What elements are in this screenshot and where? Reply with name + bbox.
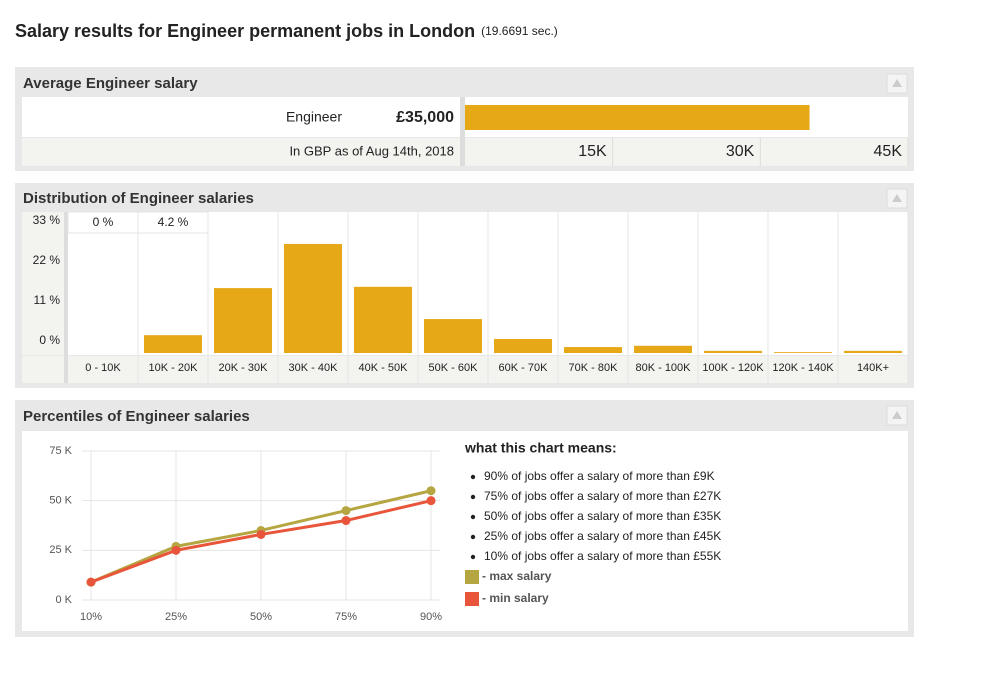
bar xyxy=(564,347,622,353)
bar xyxy=(634,345,692,353)
axis-column xyxy=(22,212,64,355)
bullet xyxy=(470,494,476,500)
bar xyxy=(704,350,762,353)
legend-swatch xyxy=(465,570,479,584)
x-tick-label: 10% xyxy=(80,611,102,623)
divider xyxy=(460,97,465,166)
bar xyxy=(424,319,482,353)
collapse-icon xyxy=(892,79,902,87)
panel-title: Percentiles of Engineer salaries xyxy=(23,408,250,425)
bullet xyxy=(470,554,476,560)
value-cell xyxy=(137,211,209,234)
bar xyxy=(144,335,202,353)
x-tick-label: 15K xyxy=(578,143,607,160)
note: In GBP as of Aug 14th, 2018 xyxy=(289,143,454,158)
divider xyxy=(64,212,68,383)
collapse-icon xyxy=(892,411,902,419)
x-tick-label: 20K - 30K xyxy=(219,362,269,374)
panel-title: Distribution of Engineer salaries xyxy=(23,190,254,207)
note: 50% of jobs offer a salary of more than … xyxy=(484,509,721,523)
category-label: Engineer xyxy=(286,109,342,125)
x-tick-label: 50% xyxy=(250,611,272,623)
y-tick-label: 50 K xyxy=(49,495,72,507)
point xyxy=(86,577,96,587)
note: 25% of jobs offer a salary of more than … xyxy=(484,529,721,543)
y-tick-label: 0 % xyxy=(39,333,60,347)
x-tick-label: 50K - 60K xyxy=(429,362,479,374)
note: 10% of jobs offer a salary of more than … xyxy=(484,549,721,563)
y-tick-label: 25 K xyxy=(49,544,72,556)
point xyxy=(256,529,266,539)
value-label: 0 % xyxy=(93,215,114,229)
point xyxy=(426,496,436,506)
timing: (19.6691 sec.) xyxy=(481,24,558,38)
bullet xyxy=(470,514,476,520)
bar xyxy=(465,105,810,130)
bar xyxy=(284,243,342,353)
bullet xyxy=(470,474,476,480)
x-tick-label: 75% xyxy=(335,611,357,623)
y-tick-label: 0 K xyxy=(55,594,72,606)
legend-title: what this chart means: xyxy=(464,440,617,456)
value-label: 4.2 % xyxy=(158,215,189,229)
point xyxy=(341,516,351,526)
label-row xyxy=(22,356,908,383)
note: 75% of jobs offer a salary of more than … xyxy=(484,489,721,503)
point xyxy=(341,506,351,516)
legend-label: - max salary xyxy=(482,569,552,583)
legend-swatch xyxy=(465,592,479,606)
bar xyxy=(354,286,412,353)
x-tick-label: 140K+ xyxy=(857,362,889,374)
x-tick-label: 25% xyxy=(165,611,187,623)
x-tick-label: 30K - 40K xyxy=(289,362,339,374)
y-tick-label: 33 % xyxy=(33,213,61,227)
x-tick-label: 45K xyxy=(874,143,903,160)
collapse-icon xyxy=(892,194,902,202)
point xyxy=(426,486,436,496)
x-tick-label: 90% xyxy=(420,611,442,623)
x-tick-label: 10K - 20K xyxy=(149,362,199,374)
x-tick-label: 100K - 120K xyxy=(702,362,764,374)
note: 90% of jobs offer a salary of more than … xyxy=(484,469,715,483)
x-tick-label: 0 - 10K xyxy=(85,362,121,374)
page-title: Salary results for Engineer permanent jo… xyxy=(15,21,558,41)
x-tick-label: 60K - 70K xyxy=(499,362,549,374)
bullet xyxy=(470,534,476,540)
x-tick-label: 30K xyxy=(726,143,755,160)
value-label: £35,000 xyxy=(396,109,454,126)
x-tick-label: 120K - 140K xyxy=(772,362,834,374)
title: Salary results for Engineer permanent jo… xyxy=(15,21,475,41)
x-tick-label: 70K - 80K xyxy=(569,362,619,374)
bar xyxy=(214,288,272,353)
point xyxy=(171,545,181,555)
bar xyxy=(844,350,902,353)
bar xyxy=(494,339,552,353)
y-tick-label: 11 % xyxy=(34,293,61,307)
bar xyxy=(774,352,832,353)
x-tick-label: 40K - 50K xyxy=(359,362,409,374)
y-tick-label: 75 K xyxy=(49,445,72,457)
x-tick-label: 80K - 100K xyxy=(635,362,691,374)
y-tick-label: 22 % xyxy=(33,253,61,267)
panel-title: Average Engineer salary xyxy=(23,75,198,92)
legend-label: - min salary xyxy=(482,591,549,605)
